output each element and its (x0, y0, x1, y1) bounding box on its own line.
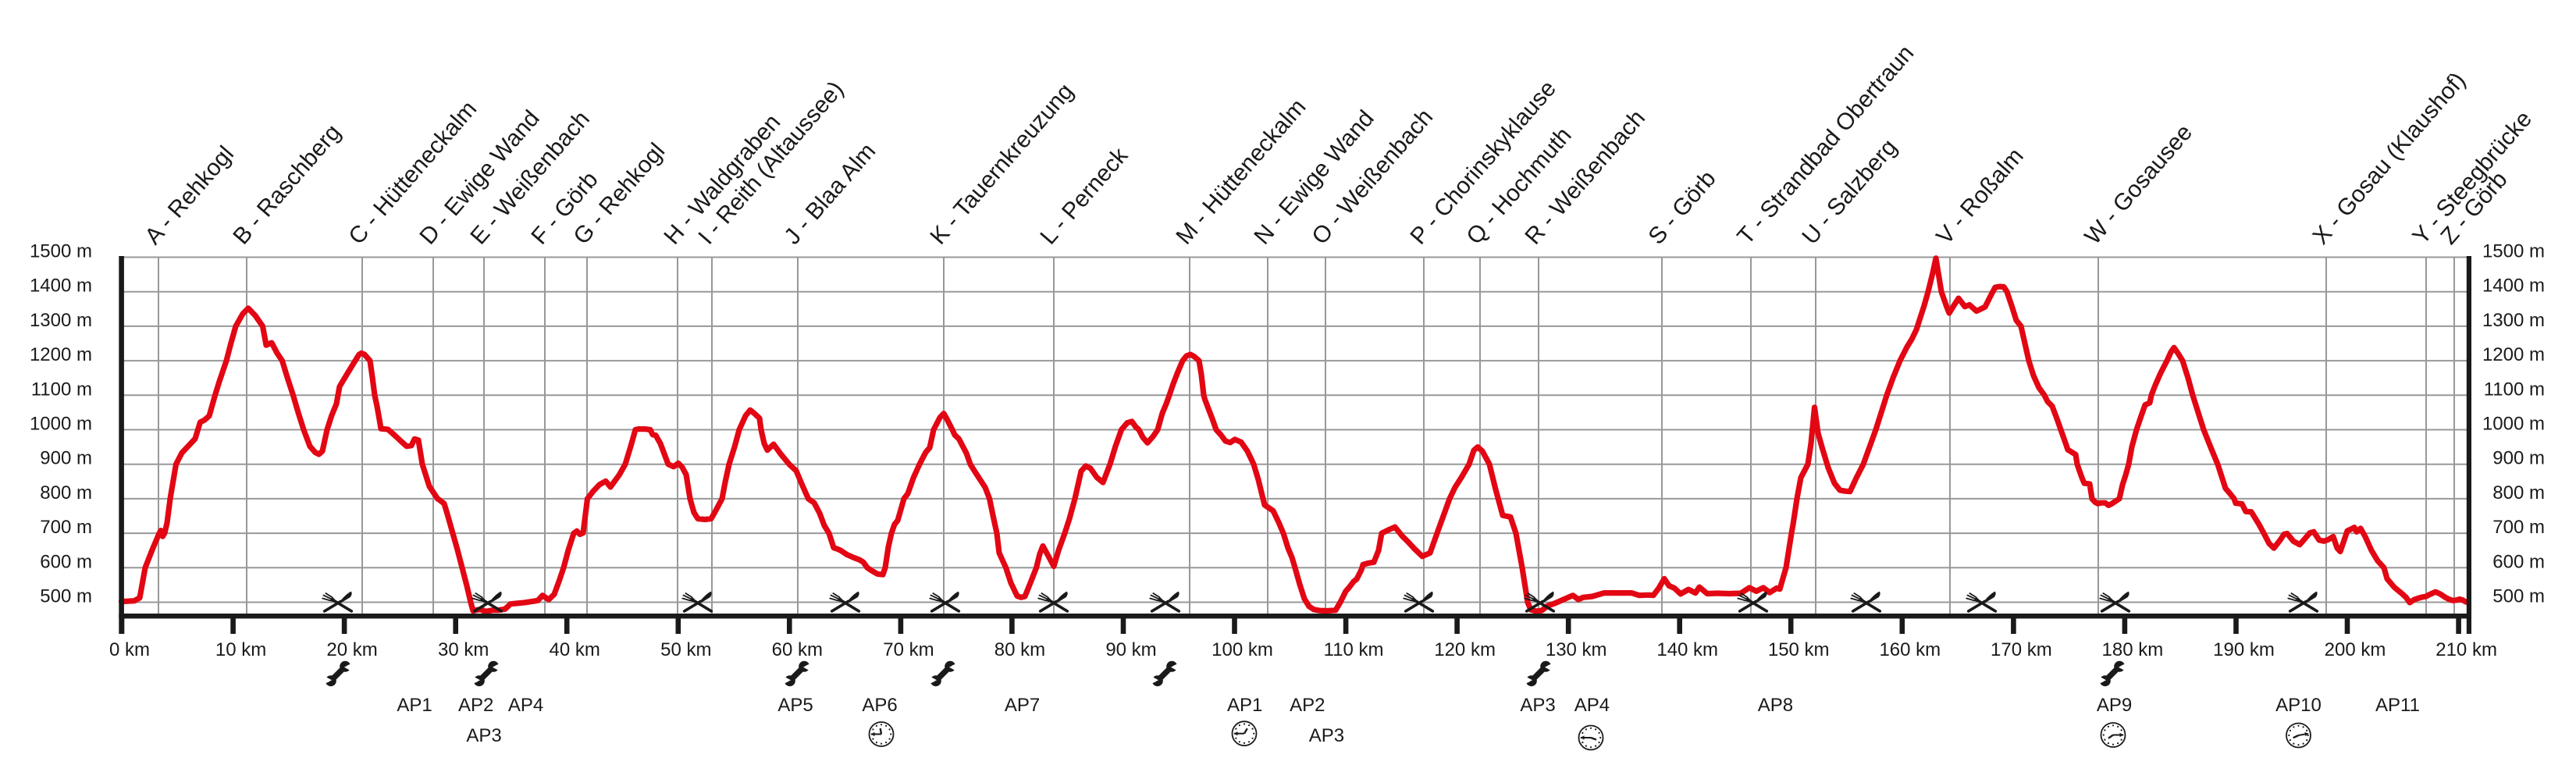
svg-text:W - Gosausee: W - Gosausee (2080, 119, 2197, 249)
svg-text:800 m: 800 m (2492, 482, 2545, 503)
svg-text:M - Hütteneckalm: M - Hütteneckalm (1171, 94, 1311, 250)
svg-text:180 km: 180 km (2102, 639, 2164, 660)
svg-text:210 km: 210 km (2435, 639, 2497, 660)
svg-text:AP9: AP9 (2097, 695, 2132, 716)
svg-text:I - Reith (Altaussee): I - Reith (Altaussee) (693, 76, 849, 250)
svg-text:1500 m: 1500 m (2482, 241, 2545, 262)
svg-text:S - Görb: S - Görb (1643, 165, 1720, 249)
svg-text:1000 m: 1000 m (30, 414, 92, 435)
svg-text:1300 m: 1300 m (2482, 310, 2545, 331)
svg-text:1400 m: 1400 m (30, 276, 92, 297)
svg-text:30 km: 30 km (438, 639, 489, 660)
svg-text:1200 m: 1200 m (30, 344, 92, 365)
svg-text:120 km: 120 km (1434, 639, 1496, 660)
svg-text:500 m: 500 m (40, 586, 92, 607)
svg-text:90 km: 90 km (1105, 639, 1156, 660)
svg-text:1000 m: 1000 m (2482, 414, 2545, 435)
svg-text:0 km: 0 km (109, 639, 150, 660)
svg-text:150 km: 150 km (1768, 639, 1830, 660)
svg-text:700 m: 700 m (2492, 517, 2545, 538)
svg-text:40 km: 40 km (550, 639, 600, 660)
svg-text:C - Hütteneckalm: C - Hütteneckalm (343, 96, 482, 250)
svg-text:140 km: 140 km (1656, 639, 1718, 660)
svg-text:800 m: 800 m (40, 482, 92, 503)
svg-text:190 km: 190 km (2213, 639, 2275, 660)
svg-text:80 km: 80 km (994, 639, 1045, 660)
svg-text:900 m: 900 m (2492, 448, 2545, 469)
svg-text:AP1: AP1 (397, 695, 432, 716)
svg-text:AP3: AP3 (466, 725, 501, 746)
svg-text:1500 m: 1500 m (30, 241, 92, 262)
svg-text:1200 m: 1200 m (2482, 344, 2545, 365)
svg-text:A - Rehkogl: A - Rehkogl (140, 141, 239, 250)
svg-text:200 km: 200 km (2325, 639, 2386, 660)
svg-text:700 m: 700 m (40, 517, 92, 538)
svg-text:1100 m: 1100 m (31, 379, 92, 400)
svg-text:AP6: AP6 (862, 695, 897, 716)
svg-text:50 km: 50 km (660, 639, 711, 660)
svg-text:AP10: AP10 (2275, 695, 2322, 716)
svg-text:AP11: AP11 (2375, 695, 2420, 716)
svg-text:1400 m: 1400 m (2482, 276, 2545, 297)
svg-text:AP3: AP3 (1309, 725, 1344, 746)
svg-text:AP2: AP2 (458, 695, 493, 716)
svg-text:500 m: 500 m (2492, 586, 2545, 607)
svg-text:AP1: AP1 (1227, 695, 1262, 716)
svg-text:170 km: 170 km (1991, 639, 2052, 660)
svg-text:130 km: 130 km (1546, 639, 1607, 660)
svg-text:60 km: 60 km (772, 639, 823, 660)
svg-text:AP3: AP3 (1520, 695, 1555, 716)
svg-text:1100 m: 1100 m (2484, 379, 2545, 400)
svg-text:600 m: 600 m (2492, 551, 2545, 572)
svg-text:AP4: AP4 (508, 695, 543, 716)
svg-text:100 km: 100 km (1212, 639, 1273, 660)
svg-text:AP8: AP8 (1758, 695, 1793, 716)
svg-text:70 km: 70 km (883, 639, 934, 660)
svg-text:AP5: AP5 (777, 695, 813, 716)
svg-text:20 km: 20 km (326, 639, 377, 660)
svg-text:V - Roßalm: V - Roßalm (1931, 143, 2028, 249)
svg-text:160 km: 160 km (1879, 639, 1941, 660)
svg-text:10 km: 10 km (215, 639, 266, 660)
svg-text:900 m: 900 m (40, 448, 92, 469)
svg-text:B - Raschberg: B - Raschberg (228, 119, 346, 249)
svg-text:L - Perneck: L - Perneck (1035, 142, 1133, 249)
svg-text:110 km: 110 km (1324, 639, 1384, 660)
svg-text:AP7: AP7 (1005, 695, 1040, 716)
svg-text:AP4: AP4 (1574, 695, 1610, 716)
svg-text:600 m: 600 m (40, 551, 92, 572)
svg-text:1300 m: 1300 m (30, 310, 92, 331)
svg-text:AP2: AP2 (1290, 695, 1325, 716)
